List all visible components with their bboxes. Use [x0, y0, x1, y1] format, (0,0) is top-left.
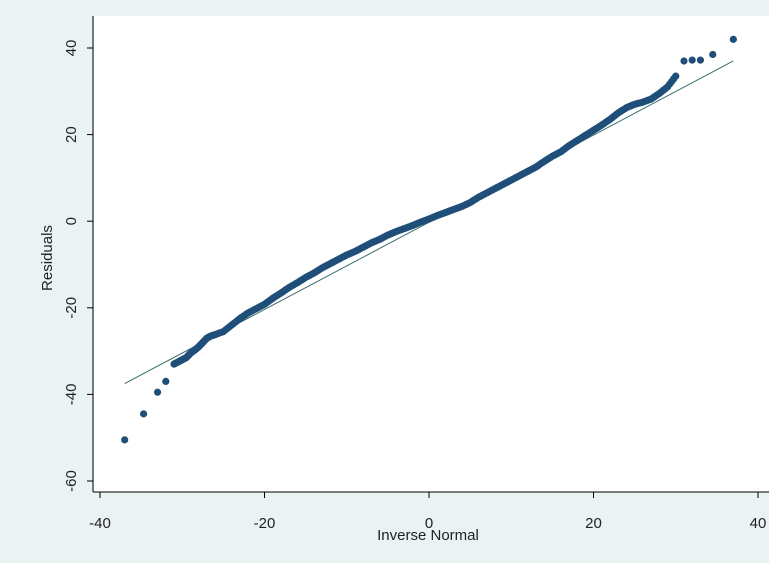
- data-points: [121, 35, 737, 444]
- x-tick-label: 0: [425, 515, 433, 532]
- x-axis-title: Inverse Normal: [377, 527, 479, 544]
- data-point: [680, 57, 688, 65]
- y-tick-label: -20: [63, 297, 80, 319]
- y-tick-label: 0: [63, 217, 80, 225]
- x-tick-label: 40: [750, 515, 767, 532]
- data-point: [729, 35, 737, 43]
- y-tick-label: -40: [63, 384, 80, 406]
- y-axis-title: Residuals: [39, 225, 56, 291]
- x-tick-label: -40: [89, 515, 111, 532]
- x-tick-label: 20: [585, 515, 602, 532]
- axes: -40 -20 0 20 40 -60 -40 -20 0 20 40: [63, 16, 769, 532]
- y-tick-label: -60: [63, 470, 80, 492]
- data-point: [162, 377, 170, 386]
- data-point: [139, 410, 148, 418]
- data-point: [696, 56, 705, 64]
- data-point: [672, 72, 680, 80]
- data-point: [709, 50, 717, 59]
- x-tick-label: -20: [254, 515, 276, 532]
- data-point: [688, 56, 696, 64]
- y-tick-label: 20: [63, 126, 80, 143]
- y-tick-label: 40: [63, 40, 80, 57]
- data-point: [121, 436, 129, 444]
- data-point: [153, 388, 162, 396]
